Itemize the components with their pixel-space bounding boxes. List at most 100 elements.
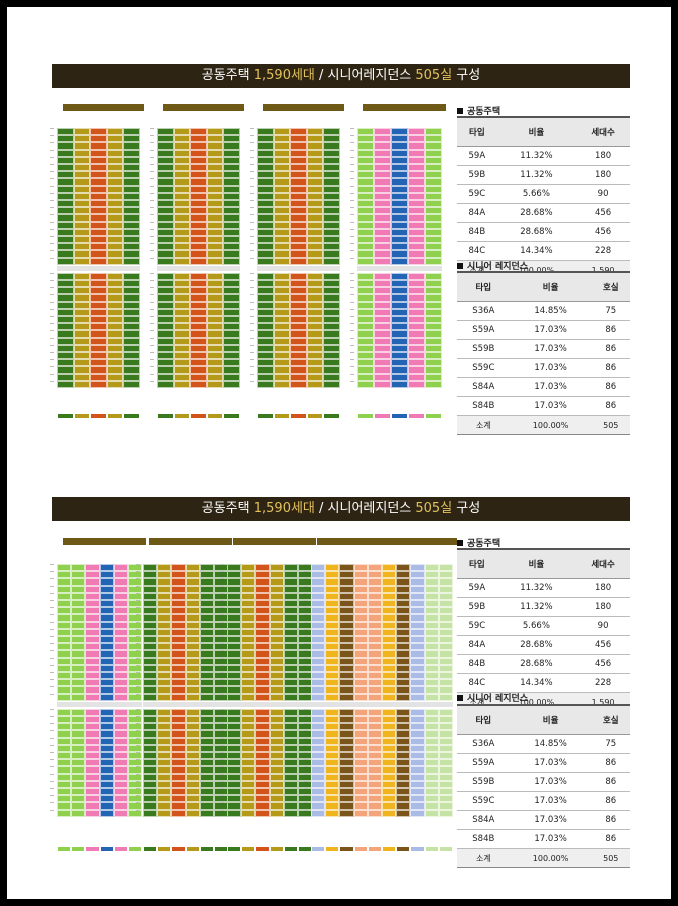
unit-cell bbox=[306, 135, 323, 143]
unit-cell bbox=[128, 585, 143, 593]
unit-cell bbox=[306, 294, 323, 302]
unit-cell bbox=[438, 795, 453, 803]
floor-label-mark bbox=[50, 564, 54, 565]
unit-cell bbox=[57, 142, 74, 150]
table-cell: 17.03% bbox=[509, 358, 592, 378]
unit-cell bbox=[157, 686, 172, 694]
unit-cell bbox=[396, 664, 411, 672]
unit-cell bbox=[410, 607, 425, 615]
unit-cell bbox=[374, 243, 391, 251]
table-cell: 86 bbox=[591, 358, 630, 378]
unit-cell bbox=[374, 294, 391, 302]
unit-cell bbox=[367, 578, 382, 586]
unit-cell bbox=[357, 178, 374, 186]
unit-cell bbox=[391, 330, 408, 338]
unit-cell bbox=[171, 672, 186, 680]
unit-cell bbox=[143, 614, 158, 622]
unit-cell bbox=[357, 330, 374, 338]
unit-cell bbox=[339, 628, 354, 636]
page-sheet: 공동주택 1,590세대 / 시니어레지던스 505실 구성 공동주택 타입 비율… bbox=[7, 7, 671, 899]
unit-cell bbox=[173, 250, 190, 258]
unit-cell bbox=[173, 280, 190, 288]
unit-cell bbox=[185, 592, 200, 600]
unit-cell bbox=[90, 192, 107, 200]
unit-cell bbox=[90, 164, 107, 172]
unit-cell bbox=[157, 308, 174, 316]
unit-cell bbox=[290, 257, 307, 265]
unit-cell bbox=[123, 287, 140, 295]
unit-cell bbox=[143, 592, 158, 600]
floor-label-mark bbox=[50, 636, 54, 637]
unit-cell bbox=[374, 171, 391, 179]
floor-label-mark bbox=[50, 614, 54, 616]
unit-cell bbox=[157, 780, 172, 788]
floor-label-mark bbox=[350, 149, 354, 151]
floor-label-mark bbox=[50, 708, 54, 710]
unit-cell bbox=[123, 250, 140, 258]
unit-cell bbox=[353, 802, 368, 810]
unit-cell bbox=[273, 330, 290, 338]
floor-label-mark bbox=[250, 214, 254, 216]
unit-cell bbox=[123, 171, 140, 179]
unit-cell bbox=[311, 795, 326, 803]
unit-cell bbox=[323, 236, 340, 244]
unit-cell bbox=[185, 716, 200, 724]
unit-cell bbox=[171, 708, 186, 716]
unit-cell bbox=[396, 686, 411, 694]
unit-cell bbox=[223, 280, 240, 288]
unit-cell bbox=[157, 352, 174, 360]
unit-cell bbox=[157, 693, 172, 701]
unit-cell bbox=[57, 802, 72, 810]
unit-cell bbox=[269, 730, 284, 738]
unit-cell bbox=[306, 192, 323, 200]
unit-cell bbox=[128, 664, 143, 672]
unit-cell bbox=[199, 809, 214, 817]
unit-cell bbox=[339, 592, 354, 600]
unit-cell bbox=[269, 759, 284, 767]
unit-cell bbox=[273, 149, 290, 157]
floor-label-mark bbox=[350, 257, 354, 259]
floor-label-mark bbox=[250, 228, 254, 230]
section-title-1: 공동주택 1,590세대 / 시니어레지던스 505실 구성 bbox=[52, 64, 630, 88]
unit-cell bbox=[57, 178, 74, 186]
unit-cell bbox=[357, 344, 374, 352]
floor-label-mark bbox=[350, 359, 354, 361]
unit-cell bbox=[410, 571, 425, 579]
unit-cell bbox=[325, 809, 340, 817]
unit-cell bbox=[241, 809, 256, 817]
unit-cell bbox=[106, 366, 123, 374]
floor-label-mark bbox=[304, 693, 308, 695]
unit-cell bbox=[408, 228, 425, 236]
unit-cell bbox=[157, 149, 174, 157]
unit-cell bbox=[223, 128, 240, 136]
unit-cell bbox=[311, 802, 326, 810]
unit-cell bbox=[123, 257, 140, 265]
unit-cell bbox=[173, 214, 190, 222]
unit-cell bbox=[73, 323, 90, 331]
unit-cell bbox=[323, 200, 340, 208]
unit-cell bbox=[424, 737, 439, 745]
unit-cell bbox=[99, 564, 114, 572]
unit-cell bbox=[374, 287, 391, 295]
unit-cell bbox=[257, 301, 274, 309]
unit-cell bbox=[325, 628, 340, 636]
unit-cell bbox=[353, 650, 368, 658]
unit-cell bbox=[353, 636, 368, 644]
unit-cell bbox=[99, 795, 114, 803]
floor-label-mark bbox=[150, 308, 154, 310]
unit-cell bbox=[90, 330, 107, 338]
unit-cell bbox=[106, 207, 123, 215]
unit-cell bbox=[113, 744, 128, 752]
unit-cell bbox=[227, 693, 242, 701]
unit-cell bbox=[323, 366, 340, 374]
unit-cell bbox=[190, 366, 207, 374]
table-cell: 14.85% bbox=[509, 734, 592, 754]
unit-cell bbox=[99, 773, 114, 781]
unit-cell bbox=[99, 636, 114, 644]
unit-cell bbox=[227, 585, 242, 593]
unit-cell bbox=[113, 795, 128, 803]
floor-label-mark bbox=[50, 657, 54, 659]
unit-cell bbox=[227, 809, 242, 817]
unit-cell bbox=[113, 600, 128, 608]
unit-cell bbox=[357, 243, 374, 251]
